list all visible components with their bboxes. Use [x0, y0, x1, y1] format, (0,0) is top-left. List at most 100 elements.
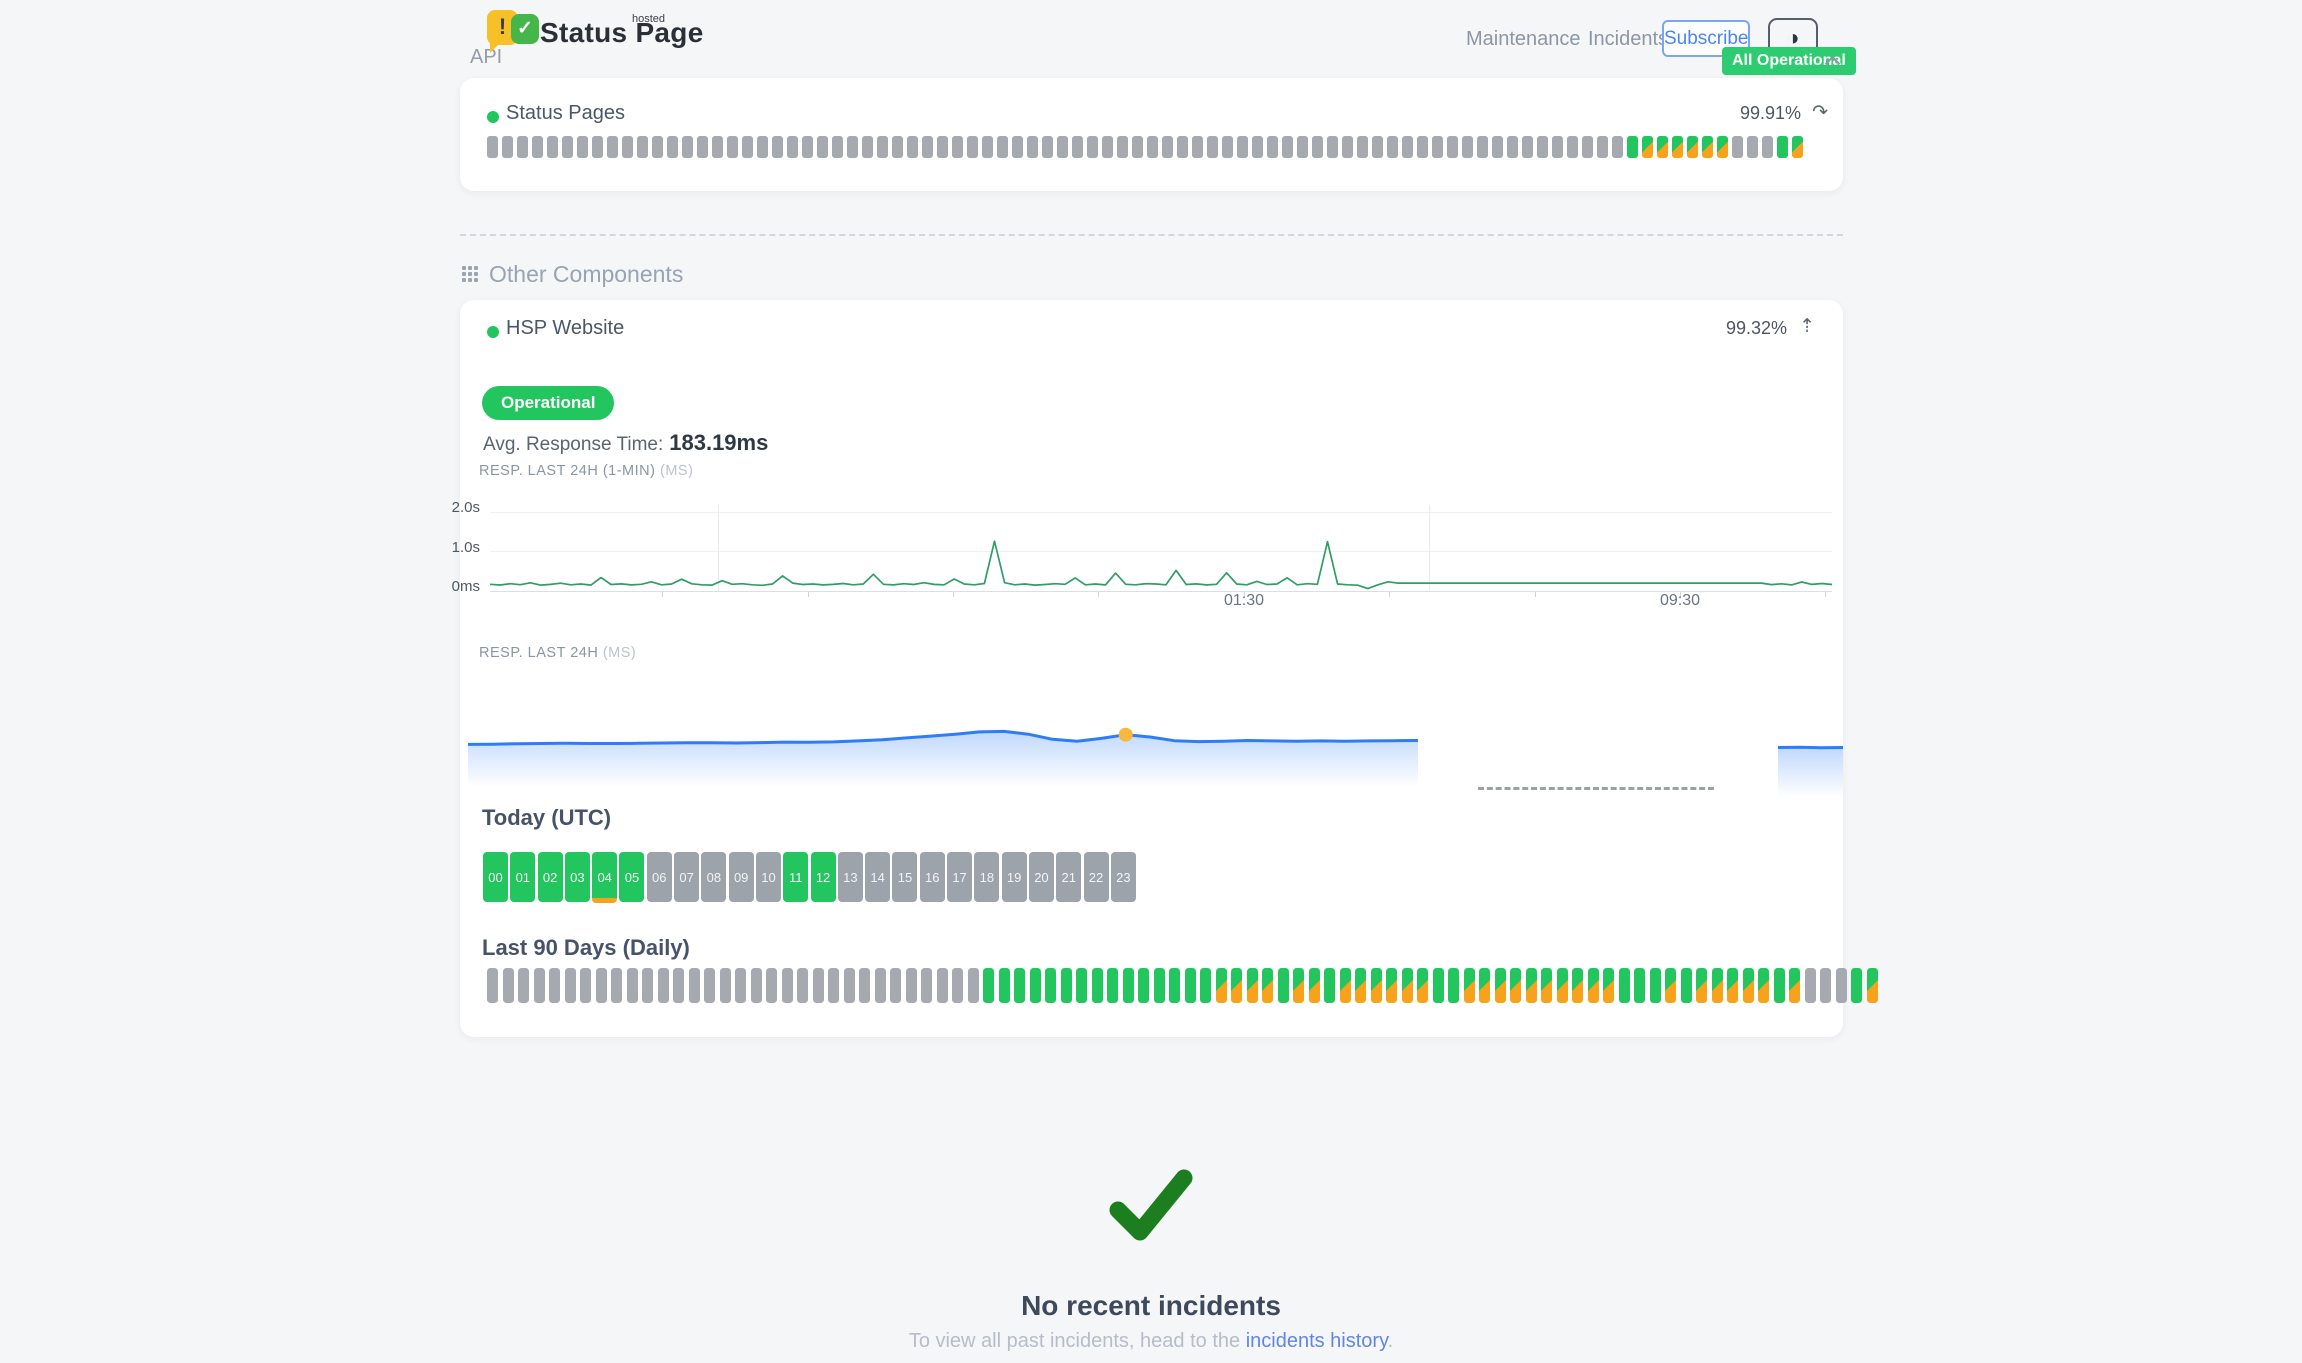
- hour-block: 20: [1028, 852, 1054, 902]
- uptime-bar: [1107, 968, 1118, 1003]
- uptime-bar: [1370, 968, 1382, 1003]
- hour-block: 03: [564, 852, 590, 902]
- uptime-bar: [1851, 968, 1862, 1003]
- uptime-bar: [1147, 136, 1158, 158]
- uptime-bar: [1162, 136, 1173, 158]
- uptime-bar: [1587, 968, 1599, 1003]
- hour-block: 07: [674, 852, 700, 902]
- uptime-bar: [1603, 968, 1614, 1003]
- subtitle-prefix: To view all past incidents, head to the: [908, 1330, 1246, 1352]
- uptime-bar: [1027, 136, 1038, 158]
- uptime-bar: [1246, 968, 1258, 1003]
- uptime-percent: 99.32%: [1725, 318, 1787, 338]
- uptime-bar: [997, 136, 1008, 158]
- uptime-bar: [577, 136, 588, 158]
- hour-block: 19: [1001, 852, 1027, 902]
- nav-incidents[interactable]: Incidents: [1588, 28, 1669, 50]
- uptime-bar: [1711, 968, 1723, 1003]
- chevron-up-icon[interactable]: [1826, 54, 1840, 68]
- uptime-bar: [907, 136, 918, 158]
- logo-check-bubble-icon: ✓: [511, 14, 539, 44]
- uptime-bar: [1552, 136, 1563, 158]
- uptime-bar: [828, 968, 839, 1003]
- uptime-bar: [735, 968, 746, 1003]
- uptime-bar: [1102, 136, 1113, 158]
- uptime-bar: [592, 136, 603, 158]
- uptime-percent: 99.91%: [1739, 103, 1801, 123]
- hour-block: 13: [837, 852, 863, 902]
- uptime-bar: [533, 968, 545, 1003]
- uptime-bar: [1537, 136, 1548, 158]
- uptime-bar: [487, 136, 498, 158]
- uptime-bar: [1169, 968, 1180, 1003]
- uptime-bar: [812, 968, 824, 1003]
- hour-block: 17: [947, 852, 973, 902]
- resp-1min-chart: [490, 505, 1832, 598]
- component-name: HSP Website: [506, 317, 625, 339]
- resp-1min-chart-label: RESP. LAST 24H (1-MIN) (MS): [479, 463, 694, 479]
- other-components-title: Other Components: [489, 261, 684, 287]
- uptime-bar: [1297, 136, 1308, 158]
- resp-1min-chart-svg: [490, 540, 1832, 590]
- uptime-bar: [1432, 968, 1444, 1003]
- uptime-bar: [1820, 968, 1831, 1003]
- ytick-0ms: 0ms: [451, 578, 480, 595]
- uptime-bar: [727, 136, 738, 158]
- highlight-dot: [1118, 727, 1133, 742]
- degraded-marker: [592, 898, 618, 903]
- uptime-bar: [1342, 136, 1353, 158]
- logo-superscript: hosted: [632, 13, 666, 25]
- uptime-bar: [712, 136, 723, 158]
- uptime-bar: [832, 136, 843, 158]
- hour-block: 16: [919, 852, 945, 902]
- uptime-bar: [1463, 968, 1475, 1003]
- incidents-history-link[interactable]: incidents history: [1245, 1330, 1388, 1352]
- uptime-bar: [1462, 136, 1473, 158]
- uptime-bar: [877, 136, 888, 158]
- uptime-bar: [1541, 968, 1552, 1003]
- uptime-bar: [921, 968, 932, 1003]
- uptime-bar: [1231, 968, 1242, 1003]
- all-operational-badge: All Operational: [1722, 47, 1856, 75]
- hour-block: 09: [728, 852, 754, 902]
- uptime-bar: [1680, 968, 1692, 1003]
- uptime-bar: [1417, 136, 1428, 158]
- uptime-bar: [1525, 968, 1537, 1003]
- uptime-bar: [1627, 136, 1638, 158]
- uptime-bar: [1732, 136, 1743, 158]
- uptime-bar: [1742, 968, 1754, 1003]
- uptime-bar: [1153, 968, 1165, 1003]
- uptime-bar: [1327, 136, 1338, 158]
- uptime-bar: [607, 136, 618, 158]
- resp-24h-area-chart-tail: [1777, 740, 1844, 800]
- uptime-bar: [1777, 136, 1788, 158]
- uptime-bar: [1773, 968, 1785, 1003]
- uptime-bar: [937, 136, 948, 158]
- uptime-bar: [719, 968, 731, 1003]
- uptime-bar: [905, 968, 917, 1003]
- hour-block: 12: [810, 852, 836, 902]
- uptime-bar: [622, 136, 633, 158]
- hour-block: 23: [1110, 852, 1136, 902]
- status-pages-uptime-bars: [487, 136, 1803, 158]
- uptime-bar: [967, 136, 978, 158]
- status-pages-card: Status Pages 99.91% ↷: [460, 78, 1843, 191]
- uptime-bar: [637, 136, 648, 158]
- uptime-bar: [1835, 968, 1847, 1003]
- uptime-bar: [998, 968, 1010, 1003]
- status-page-logo[interactable]: ! ✓: [487, 6, 647, 56]
- uptime-bar: [1357, 136, 1368, 158]
- component-name: Status Pages: [506, 102, 625, 124]
- uptime-bar: [1132, 136, 1143, 158]
- uptime-bar: [1762, 136, 1773, 158]
- uptime-bar: [1237, 136, 1248, 158]
- uptime-bar: [626, 968, 638, 1003]
- nav-maintenance[interactable]: Maintenance: [1466, 28, 1581, 50]
- uptime-bar: [1087, 136, 1098, 158]
- uptime-bar: [1060, 968, 1072, 1003]
- uptime-bar: [892, 136, 903, 158]
- uptime-bar: [562, 136, 573, 158]
- hour-block: 01: [510, 852, 536, 902]
- uptime-bar: [1402, 136, 1413, 158]
- uptime-bar: [952, 136, 963, 158]
